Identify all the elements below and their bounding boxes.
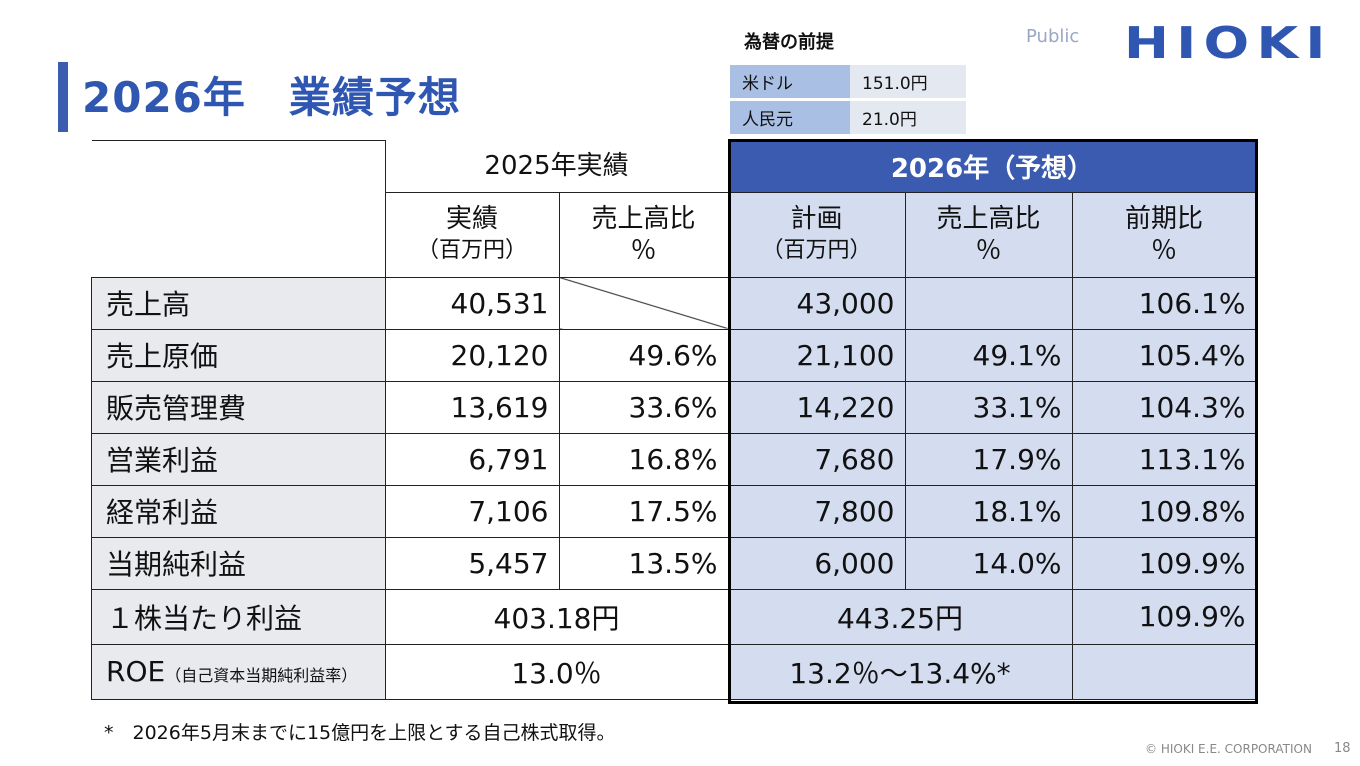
header-actual-label: 実績 <box>445 203 498 234</box>
fx-row: 人民元 21.0円 <box>730 101 966 134</box>
actual-ratio: 13.5% <box>558 536 729 590</box>
plan-ratio: 17.9% <box>904 432 1073 486</box>
header-unit: （百万円） <box>416 237 527 263</box>
row-label: 当期純利益 <box>91 536 386 590</box>
yoy-value: 104.3% <box>1071 380 1257 434</box>
header-pct: ％ <box>1150 235 1177 266</box>
plan-ratio: 18.1% <box>904 484 1073 538</box>
actual-value: 5,457 <box>384 536 560 590</box>
eps-row: １株当たり利益 403.18円 443.25円 109.9% <box>91 588 1257 645</box>
roe-label-cell: ROE（自己資本当期純利益率） <box>91 643 386 700</box>
actual-ratio: 16.8% <box>558 432 729 486</box>
page-number: 18 <box>1334 741 1351 756</box>
header-pct: ％ <box>975 235 1002 266</box>
yoy-value: 109.9% <box>1071 536 1257 590</box>
row-label: 営業利益 <box>91 432 386 486</box>
table-row: 販売管理費 13,619 33.6% 14,220 33.1% 104.3% <box>91 380 1257 434</box>
table-row: 当期純利益 5,457 13.5% 6,000 14.0% 109.9% <box>91 536 1257 590</box>
plan-ratio: 14.0% <box>904 536 1073 590</box>
table-row: 売上原価 20,120 49.6% 21,100 49.1% 105.4% <box>91 328 1257 382</box>
header-plan-label: 計画 <box>790 203 843 234</box>
actual-value: 13,619 <box>384 380 560 434</box>
eps-label: １株当たり利益 <box>91 588 386 645</box>
roe-label-note: （自己資本当期純利益率） <box>165 666 358 685</box>
header-pct: ％ <box>630 235 657 266</box>
actual-ratio: 49.6% <box>558 328 729 382</box>
plan-value: 43,000 <box>727 276 906 330</box>
fx-row: 米ドル 151.0円 <box>730 65 966 98</box>
header-2026-forecast: 2026年（予想） <box>727 140 1257 193</box>
actual-value: 40,531 <box>384 276 560 330</box>
yoy-value: 105.4% <box>1071 328 1257 382</box>
yoy-value: 106.1% <box>1071 276 1257 330</box>
roe-plan: 13.2％～13.4%* <box>727 643 1073 700</box>
header-2025-actual: 2025年実績 <box>384 140 729 193</box>
header-actual-ratio-col: 売上高比 ％ <box>558 191 729 278</box>
plan-value: 7,800 <box>727 484 906 538</box>
eps-yoy: 109.9% <box>1071 588 1257 645</box>
table-row: 経常利益 7,106 17.5% 7,800 18.1% 109.8% <box>91 484 1257 538</box>
actual-value: 7,106 <box>384 484 560 538</box>
eps-actual: 403.18円 <box>384 588 729 645</box>
fx-table: 米ドル 151.0円 人民元 21.0円 <box>730 62 966 137</box>
actual-ratio: 33.6% <box>558 380 729 434</box>
actual-ratio-na <box>558 276 729 330</box>
roe-label: ROE <box>106 655 166 688</box>
roe-row: ROE（自己資本当期純利益率） 13.0％ 13.2％～13.4%* <box>91 643 1257 700</box>
plan-ratio-na <box>904 276 1073 330</box>
title-accent-bar <box>58 62 68 132</box>
header-ratio-label: 売上高比 <box>936 203 1041 234</box>
page-title: 2026年 業績予想 <box>82 73 461 122</box>
table-header-col-row: 実績 （百万円） 売上高比 ％ 計画 （百万円） 売上高比 ％ 前期比 ％ <box>92 191 1257 278</box>
fx-rate: 151.0円 <box>850 65 966 98</box>
header-actual-col: 実績 （百万円） <box>384 191 560 278</box>
header-plan-ratio-col: 売上高比 ％ <box>904 191 1073 278</box>
yoy-value: 109.8% <box>1071 484 1257 538</box>
header-yoy-label: 前期比 <box>1124 203 1203 234</box>
table-row: 売上高 40,531 43,000 106.1% <box>91 276 1257 330</box>
header-ratio-label: 売上高比 <box>591 203 696 234</box>
fx-currency: 人民元 <box>730 101 850 134</box>
plan-value: 6,000 <box>727 536 906 590</box>
classification-label: Public <box>1026 26 1080 47</box>
actual-value: 20,120 <box>384 328 560 382</box>
roe-actual: 13.0％ <box>384 643 729 700</box>
table-row: 営業利益 6,791 16.8% 7,680 17.9% 113.1% <box>91 432 1257 486</box>
eps-plan: 443.25円 <box>727 588 1073 645</box>
actual-value: 6,791 <box>384 432 560 486</box>
row-label: 経常利益 <box>91 484 386 538</box>
fx-rate: 21.0円 <box>850 101 966 134</box>
copyright: © HIOKI E.E. CORPORATION <box>1145 742 1312 756</box>
fx-currency: 米ドル <box>730 65 850 98</box>
roe-yoy <box>1071 643 1257 700</box>
header-plan-col: 計画 （百万円） <box>727 191 906 278</box>
plan-ratio: 49.1% <box>904 328 1073 382</box>
footnote: * 2026年5月末までに15億円を上限とする自己株式取得。 <box>104 722 616 744</box>
row-label: 販売管理費 <box>91 380 386 434</box>
hioki-logo: HIOKI <box>1124 18 1333 69</box>
fx-assumption-title: 為替の前提 <box>744 32 834 53</box>
plan-value: 14,220 <box>727 380 906 434</box>
row-label: 売上高 <box>91 276 386 330</box>
plan-value: 7,680 <box>727 432 906 486</box>
header-blank-cell <box>91 140 385 278</box>
header-yoy-col: 前期比 ％ <box>1071 191 1257 278</box>
plan-ratio: 33.1% <box>904 380 1073 434</box>
plan-value: 21,100 <box>727 328 906 382</box>
row-label: 売上原価 <box>91 328 386 382</box>
yoy-value: 113.1% <box>1071 432 1257 486</box>
actual-ratio: 17.5% <box>558 484 729 538</box>
table-header-group-row: 2025年実績 2026年（予想） <box>91 140 1257 278</box>
forecast-table: 2025年実績 2026年（予想） 実績 （百万円） 売上高比 ％ 計画 （百万… <box>91 140 1257 700</box>
header-unit: （百万円） <box>761 237 872 263</box>
